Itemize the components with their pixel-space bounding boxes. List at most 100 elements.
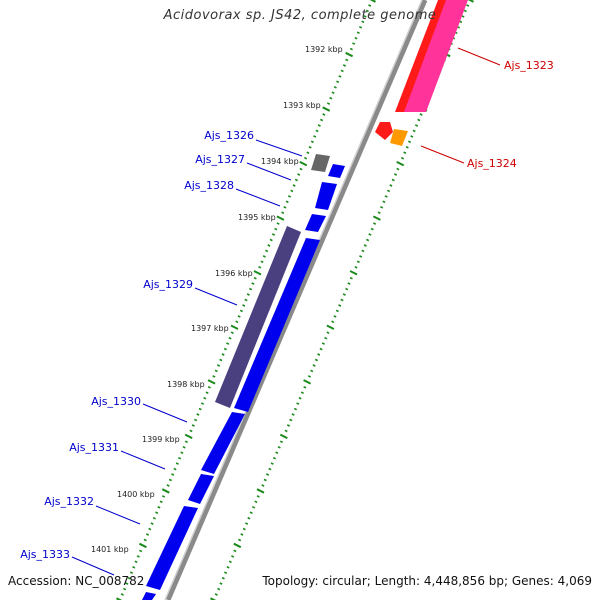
- label-ajs-1330[interactable]: Ajs_1330: [91, 395, 141, 408]
- ruler-tick-outer: [338, 304, 342, 307]
- gene-ajs-1328[interactable]: [315, 182, 337, 210]
- gene-ajs-1327[interactable]: [328, 164, 345, 178]
- ruler-tick-inner: [159, 500, 163, 504]
- ruler-tick-inner: [242, 304, 246, 307]
- leader-ajs-1328: [235, 188, 281, 207]
- ruler-tick-outer: [242, 527, 246, 531]
- ruler-tick-outer: [284, 429, 288, 433]
- ruler-tick-outer: [373, 222, 377, 225]
- ruler-tick-outer: [261, 484, 265, 487]
- ruler-label-1396: 1396 kbp: [215, 269, 253, 278]
- ruler-tick-outer: [300, 391, 304, 395]
- ruler-tick-outer: [347, 282, 351, 285]
- ruler-tick-inner: [292, 184, 296, 187]
- ruler-tick-inner: [310, 140, 314, 144]
- ruler-tick-inner: [239, 309, 243, 313]
- ruler-tick-outer: [224, 571, 228, 575]
- ruler-tick-outer: [410, 135, 414, 138]
- ruler-tick-inner: [283, 205, 287, 209]
- ruler-tick-outer: [407, 140, 412, 144]
- ruler-label-1393: 1393 kbp: [283, 101, 321, 110]
- ruler-tick-inner: [198, 407, 202, 411]
- ruler-tick-outer: [279, 433, 288, 439]
- label-ajs-1328[interactable]: Ajs_1328: [184, 179, 234, 192]
- ruler-tick-outer: [279, 440, 284, 444]
- ruler-tick-outer: [314, 358, 318, 362]
- ruler-tick-inner: [194, 418, 198, 422]
- label-ajs-1326[interactable]: Ajs_1326: [204, 129, 254, 142]
- ruler-tick-outer: [363, 244, 367, 247]
- ruler-tick-inner: [315, 129, 319, 133]
- gene-small-blue-1[interactable]: [305, 214, 326, 232]
- ruler-tick-inner: [214, 369, 218, 373]
- ruler-tick-outer: [342, 293, 346, 296]
- gene-ajs-1329[interactable]: [215, 226, 301, 408]
- ruler-tick-inner: [333, 85, 337, 89]
- ruler-tick-inner: [150, 522, 154, 525]
- ruler-tick-inner: [349, 47, 353, 51]
- ruler-tick-outer: [326, 331, 330, 335]
- ruler-tick-inner: [361, 20, 365, 24]
- leader-ajs-1331: [120, 450, 166, 470]
- label-ajs-1332[interactable]: Ajs_1332: [44, 495, 94, 508]
- ruler-label-1400: 1400 kbp: [117, 490, 155, 499]
- ruler-tick-inner: [342, 64, 347, 67]
- ruler-tick-outer: [221, 576, 225, 580]
- gene-ajs-1330[interactable]: [234, 238, 320, 412]
- ruler-tick-outer: [393, 173, 398, 176]
- ruler-tick-inner: [320, 118, 324, 122]
- gene-ajs-1333[interactable]: [146, 506, 198, 590]
- label-ajs-1327[interactable]: Ajs_1327: [195, 153, 245, 166]
- ruler-tick-inner: [258, 265, 262, 269]
- ruler-tick-outer: [245, 522, 249, 525]
- ruler-tick-outer: [463, 9, 467, 13]
- ruler-tick-inner: [365, 9, 369, 13]
- ruler-tick-inner: [345, 58, 349, 62]
- gene-ajs-1326[interactable]: [311, 154, 330, 172]
- accession-text: Accession: NC_008782: [8, 574, 145, 588]
- ruler-tick-outer: [326, 324, 335, 330]
- ruler-label-1401: 1401 kbp: [91, 545, 129, 554]
- gene-arrow-bottom[interactable]: [142, 592, 156, 600]
- ruler-tick-inner: [251, 282, 255, 285]
- ruler-tick-outer: [289, 418, 293, 422]
- ruler-tick-inner: [358, 25, 363, 29]
- ruler-tick-inner: [168, 478, 172, 482]
- ruler-tick-inner: [189, 429, 193, 433]
- ruler-tick-outer: [403, 151, 407, 155]
- ruler-tick-outer: [466, 4, 470, 7]
- ruler-tick-outer: [366, 238, 370, 242]
- ruler-tick-inner: [246, 293, 250, 296]
- ruler-tick-inner: [148, 527, 152, 531]
- ruler-tick-outer: [303, 385, 307, 389]
- ruler-tick-inner: [356, 31, 360, 35]
- ruler-tick-outer: [384, 195, 388, 198]
- label-ajs-1324[interactable]: Ajs_1324: [467, 157, 517, 170]
- ruler-tick-outer: [210, 597, 217, 600]
- label-ajs-1331[interactable]: Ajs_1331: [69, 441, 119, 454]
- ruler-tick-outer: [405, 145, 409, 149]
- ruler-tick-outer: [291, 413, 295, 416]
- ruler-tick-outer: [377, 211, 381, 215]
- gene-ajs-1331[interactable]: [201, 412, 245, 474]
- leader-ajs-1332: [95, 505, 141, 525]
- ruler-tick-inner: [138, 542, 147, 549]
- ruler-tick-inner: [166, 484, 170, 487]
- ruler-tick-inner: [200, 402, 205, 405]
- ruler-tick-inner: [127, 576, 131, 580]
- gene-ajs-1332[interactable]: [188, 474, 214, 504]
- label-ajs-1323[interactable]: Ajs_1323: [504, 59, 554, 72]
- ruler-tick-inner: [306, 151, 310, 155]
- label-ajs-1333[interactable]: Ajs_1333: [20, 548, 70, 561]
- ruler-tick-inner: [139, 549, 143, 553]
- leader-ajs-1323: [457, 47, 501, 66]
- gene-ajs-1323-alt[interactable]: [404, 0, 468, 112]
- ruler-label-1398: 1398 kbp: [167, 380, 205, 389]
- label-ajs-1329[interactable]: Ajs_1329: [143, 278, 193, 291]
- ruler-tick-outer: [303, 379, 312, 385]
- gene-ajs-1324[interactable]: [390, 129, 408, 146]
- ruler-tick-inner: [308, 145, 312, 149]
- gene-arrow-red[interactable]: [375, 122, 393, 140]
- ruler-tick-inner: [230, 324, 239, 330]
- ruler-tick-outer: [335, 309, 339, 313]
